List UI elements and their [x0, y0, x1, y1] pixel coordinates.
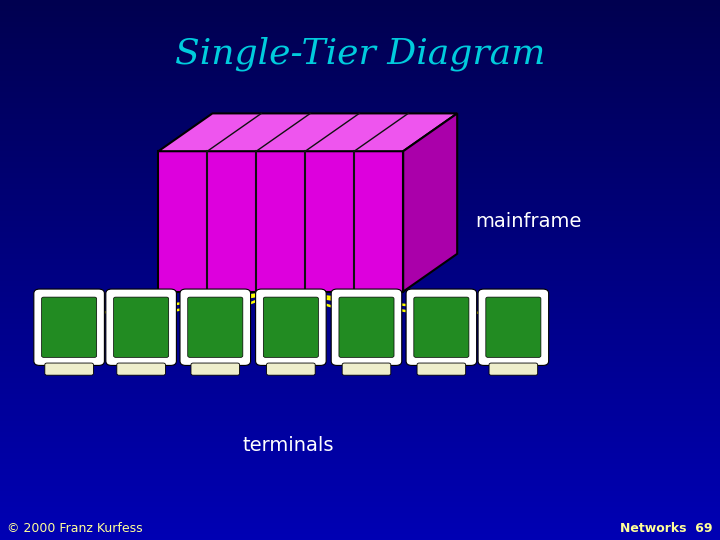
Text: Networks  69: Networks 69	[621, 522, 713, 535]
FancyBboxPatch shape	[188, 297, 243, 357]
FancyBboxPatch shape	[106, 289, 176, 366]
FancyBboxPatch shape	[45, 363, 94, 375]
FancyBboxPatch shape	[117, 363, 166, 375]
Text: mainframe: mainframe	[475, 212, 582, 231]
Polygon shape	[403, 113, 457, 292]
FancyBboxPatch shape	[339, 297, 394, 357]
FancyBboxPatch shape	[417, 363, 466, 375]
FancyBboxPatch shape	[256, 289, 326, 366]
FancyBboxPatch shape	[264, 297, 318, 357]
FancyBboxPatch shape	[42, 297, 96, 357]
FancyBboxPatch shape	[414, 297, 469, 357]
FancyBboxPatch shape	[331, 289, 402, 366]
Text: Single-Tier Diagram: Single-Tier Diagram	[175, 37, 545, 71]
FancyBboxPatch shape	[34, 289, 104, 366]
FancyBboxPatch shape	[114, 297, 168, 357]
FancyBboxPatch shape	[342, 363, 391, 375]
Polygon shape	[158, 113, 457, 151]
FancyBboxPatch shape	[489, 363, 538, 375]
Text: © 2000 Franz Kurfess: © 2000 Franz Kurfess	[7, 522, 143, 535]
FancyBboxPatch shape	[486, 297, 541, 357]
FancyBboxPatch shape	[191, 363, 240, 375]
FancyBboxPatch shape	[406, 289, 477, 366]
FancyBboxPatch shape	[180, 289, 251, 366]
Bar	[158, 151, 403, 292]
Text: terminals: terminals	[242, 436, 334, 455]
FancyBboxPatch shape	[478, 289, 549, 366]
FancyBboxPatch shape	[266, 363, 315, 375]
